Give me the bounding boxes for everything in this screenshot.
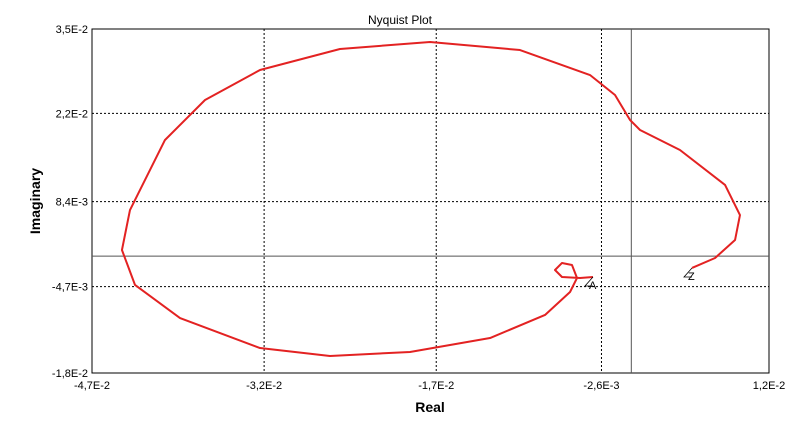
annotation: Z bbox=[688, 271, 695, 283]
annotation-marker bbox=[584, 276, 594, 287]
y-axis-label: Imaginary bbox=[27, 168, 43, 234]
x-axis-label: Real bbox=[415, 399, 445, 415]
annotation-marker bbox=[683, 267, 693, 278]
nyquist-curve bbox=[120, 40, 741, 357]
x-tick-label: -1,7E-2 bbox=[418, 380, 454, 392]
annotation: A bbox=[589, 280, 597, 292]
y-tick-label: -1,8E-2 bbox=[52, 368, 88, 380]
y-tick-label: 3,5E-2 bbox=[56, 24, 88, 36]
y-tick-label: -4,7E-3 bbox=[52, 282, 88, 294]
x-tick-label: -4,7E-2 bbox=[74, 380, 110, 392]
x-tick-label: -2,6E-3 bbox=[583, 380, 619, 392]
chart-title: Nyquist Plot bbox=[368, 13, 433, 27]
x-tick-label: 1,2E-2 bbox=[753, 380, 785, 392]
plot-frame bbox=[91, 28, 770, 374]
y-tick-label: 8,4E-3 bbox=[56, 197, 88, 209]
x-tick-label: -3,2E-2 bbox=[246, 380, 282, 392]
y-tick-label: 2,2E-2 bbox=[56, 108, 88, 120]
